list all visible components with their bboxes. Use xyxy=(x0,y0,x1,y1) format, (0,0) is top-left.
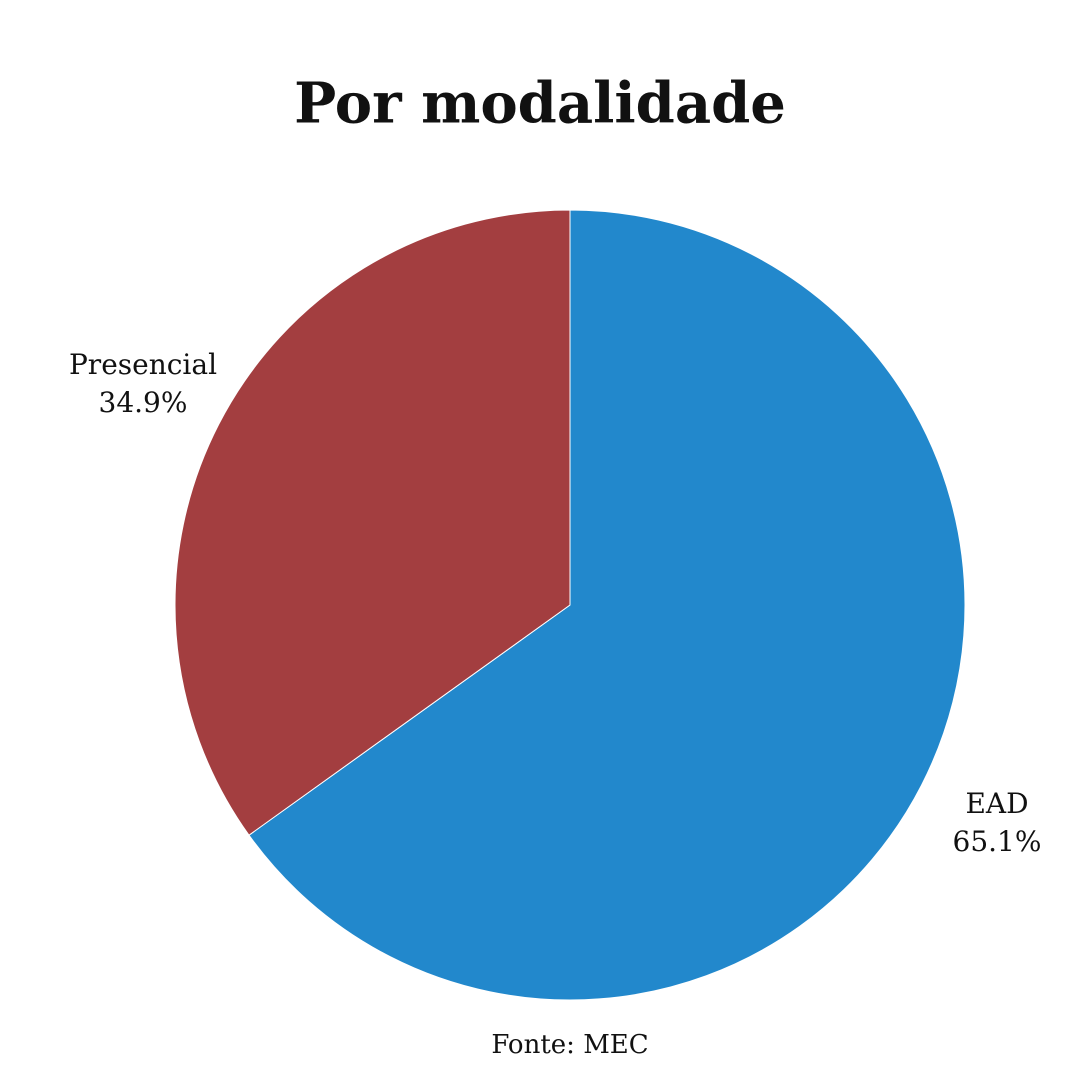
source-note: Fonte: MEC xyxy=(491,1030,648,1060)
pie-slice xyxy=(248,209,966,1001)
slice-label: Presencial xyxy=(69,348,217,381)
slice-value-label: 65.1% xyxy=(953,825,1042,858)
pie-slice xyxy=(174,209,571,836)
slice-value-label: 34.9% xyxy=(99,386,188,419)
slice-label: EAD xyxy=(965,787,1028,820)
chart-title: Por modalidade xyxy=(294,71,786,137)
